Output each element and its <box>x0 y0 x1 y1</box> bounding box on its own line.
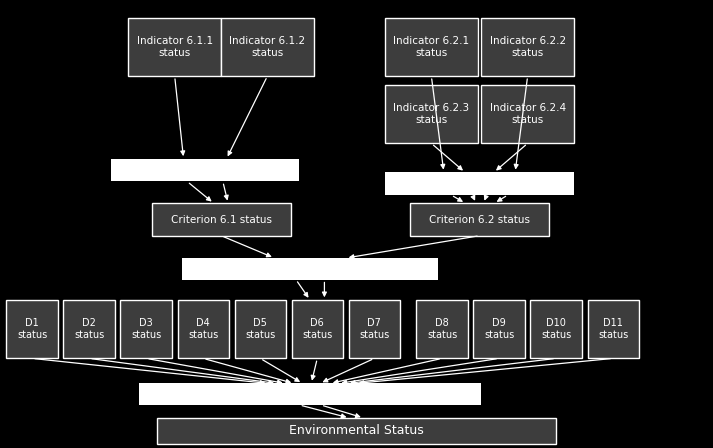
Text: Environmental Status: Environmental Status <box>289 424 424 438</box>
FancyBboxPatch shape <box>128 18 221 76</box>
Text: D6
status: D6 status <box>302 319 332 340</box>
Text: D11
status: D11 status <box>598 319 628 340</box>
Text: Indicator 6.1.1
status: Indicator 6.1.1 status <box>137 36 212 58</box>
Text: D10
status: D10 status <box>541 319 571 340</box>
FancyBboxPatch shape <box>481 85 574 143</box>
FancyBboxPatch shape <box>151 203 290 236</box>
FancyBboxPatch shape <box>588 300 639 358</box>
Text: D3
status: D3 status <box>131 319 161 340</box>
Text: D9
status: D9 status <box>484 319 514 340</box>
Text: D8
status: D8 status <box>427 319 457 340</box>
Text: D4
status: D4 status <box>188 319 218 340</box>
FancyBboxPatch shape <box>157 418 556 444</box>
Text: Criterion 6.2 status: Criterion 6.2 status <box>429 215 530 224</box>
FancyBboxPatch shape <box>530 300 582 358</box>
FancyBboxPatch shape <box>182 258 438 280</box>
Text: Indicator 6.2.1
status: Indicator 6.2.1 status <box>394 36 469 58</box>
FancyBboxPatch shape <box>6 300 58 358</box>
Text: Indicator 6.2.2
status: Indicator 6.2.2 status <box>490 36 565 58</box>
FancyBboxPatch shape <box>416 300 468 358</box>
Text: Indicator 6.2.3
status: Indicator 6.2.3 status <box>394 103 469 125</box>
FancyBboxPatch shape <box>235 300 286 358</box>
FancyBboxPatch shape <box>63 300 115 358</box>
Text: Criterion 6.1 status: Criterion 6.1 status <box>170 215 272 224</box>
FancyBboxPatch shape <box>349 300 400 358</box>
FancyBboxPatch shape <box>139 383 481 405</box>
FancyBboxPatch shape <box>481 18 574 76</box>
Text: Indicator 6.2.4
status: Indicator 6.2.4 status <box>490 103 565 125</box>
FancyBboxPatch shape <box>385 172 574 195</box>
FancyBboxPatch shape <box>473 300 525 358</box>
Text: D5
status: D5 status <box>245 319 275 340</box>
Text: D7
status: D7 status <box>359 319 389 340</box>
Text: D1
status: D1 status <box>17 319 47 340</box>
FancyBboxPatch shape <box>385 85 478 143</box>
Text: Indicator 6.1.2
status: Indicator 6.1.2 status <box>230 36 305 58</box>
FancyBboxPatch shape <box>221 18 314 76</box>
Text: D2
status: D2 status <box>74 319 104 340</box>
FancyBboxPatch shape <box>385 18 478 76</box>
FancyBboxPatch shape <box>111 159 299 181</box>
FancyBboxPatch shape <box>411 203 549 236</box>
FancyBboxPatch shape <box>178 300 229 358</box>
FancyBboxPatch shape <box>292 300 343 358</box>
FancyBboxPatch shape <box>120 300 172 358</box>
